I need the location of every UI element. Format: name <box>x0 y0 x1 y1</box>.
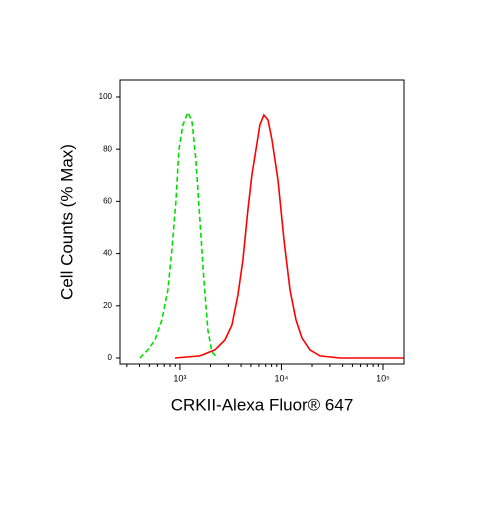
y-tick-label: 0 <box>108 353 113 362</box>
y-tick-label: 20 <box>103 301 112 310</box>
y-tick-label: 100 <box>99 92 113 101</box>
y-axis-label: Cell Counts (% Max) <box>57 144 76 300</box>
y-tick-label: 80 <box>103 144 112 153</box>
x-tick-label: 10³ <box>173 373 186 383</box>
plot-frame <box>119 79 405 365</box>
histogram-line <box>139 110 219 359</box>
histogram-line <box>174 113 404 359</box>
x-axis-label: CRKII-Alexa Fluor® 647 <box>171 395 354 414</box>
x-tick-label: 10⁵ <box>376 373 390 383</box>
y-tick-label: 40 <box>103 249 112 258</box>
y-tick-label: 60 <box>103 196 112 205</box>
x-tick-label: 10⁴ <box>275 373 289 383</box>
